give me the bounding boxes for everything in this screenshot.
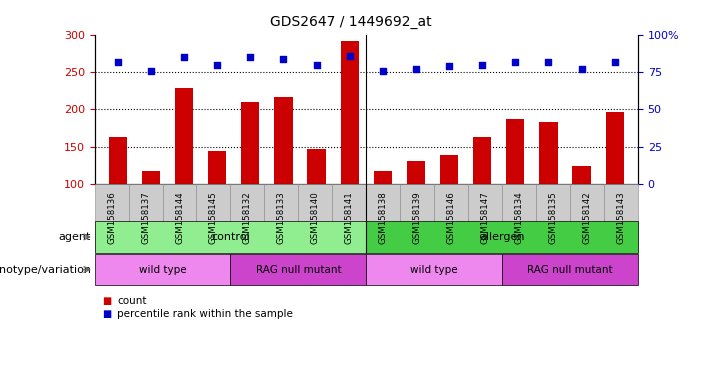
Text: GSM158146: GSM158146: [447, 192, 456, 244]
Text: agent: agent: [59, 232, 91, 242]
Point: [510, 58, 521, 65]
Point: [344, 53, 355, 59]
Bar: [208, 151, 226, 184]
Bar: [506, 119, 524, 184]
Bar: [241, 102, 259, 184]
Text: GSM158132: GSM158132: [243, 192, 252, 244]
Text: control: control: [211, 232, 250, 242]
Text: GSM158137: GSM158137: [141, 192, 150, 244]
Text: RAG null mutant: RAG null mutant: [256, 265, 341, 275]
Bar: [341, 41, 359, 184]
Bar: [274, 98, 292, 184]
Text: RAG null mutant: RAG null mutant: [527, 265, 613, 275]
Point: [245, 54, 256, 60]
Bar: [473, 137, 491, 184]
Bar: [606, 113, 624, 184]
Text: GSM158140: GSM158140: [311, 192, 320, 244]
Text: GSM158134: GSM158134: [515, 192, 524, 244]
Point: [145, 68, 156, 74]
Text: GSM158147: GSM158147: [481, 192, 489, 244]
Text: GSM158143: GSM158143: [616, 192, 625, 244]
Text: GSM158136: GSM158136: [107, 192, 116, 244]
Point: [278, 55, 289, 61]
Text: GDS2647 / 1449692_at: GDS2647 / 1449692_at: [270, 15, 431, 29]
Point: [576, 66, 587, 72]
Bar: [539, 122, 557, 184]
Text: wild type: wild type: [410, 265, 458, 275]
Point: [609, 58, 620, 65]
Text: wild type: wild type: [139, 265, 186, 275]
Bar: [440, 155, 458, 184]
Point: [112, 58, 123, 65]
Point: [410, 66, 421, 72]
Text: ■: ■: [102, 309, 111, 319]
Text: GSM158142: GSM158142: [583, 192, 592, 244]
Text: count: count: [117, 296, 147, 306]
Text: GSM158135: GSM158135: [548, 192, 557, 244]
Point: [477, 61, 488, 68]
Bar: [109, 137, 127, 184]
Bar: [374, 171, 392, 184]
Text: GSM158139: GSM158139: [413, 192, 422, 244]
Point: [212, 61, 223, 68]
Point: [377, 68, 388, 74]
Text: GSM158145: GSM158145: [209, 192, 218, 244]
Text: GSM158144: GSM158144: [175, 192, 184, 244]
Text: GSM158138: GSM158138: [379, 192, 388, 244]
Bar: [407, 161, 425, 184]
Point: [179, 54, 190, 60]
Bar: [308, 149, 326, 184]
Bar: [175, 88, 193, 184]
Bar: [573, 166, 591, 184]
Text: genotype/variation: genotype/variation: [0, 265, 91, 275]
Bar: [142, 171, 160, 184]
Point: [311, 61, 322, 68]
Text: GSM158133: GSM158133: [277, 192, 286, 244]
Point: [444, 63, 455, 69]
Point: [543, 58, 554, 65]
Text: ■: ■: [102, 296, 111, 306]
Text: allergen: allergen: [479, 232, 525, 242]
Text: percentile rank within the sample: percentile rank within the sample: [117, 309, 293, 319]
Text: GSM158141: GSM158141: [345, 192, 354, 244]
